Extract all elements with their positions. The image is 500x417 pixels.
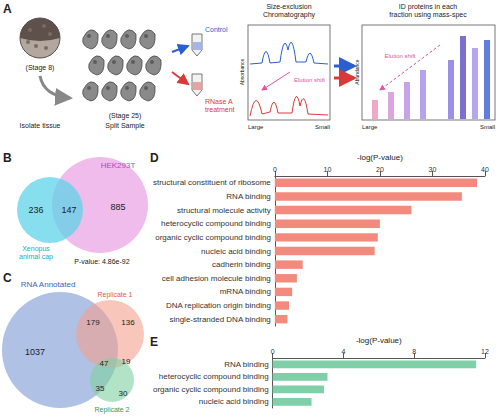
svg-text:30: 30 [429,166,437,173]
svg-text:cell adhesion molecule binding: cell adhesion molecule binding [162,274,271,283]
svg-text:RNA Annotated: RNA Annotated [21,280,76,289]
svg-text:organic cyclic compound bindin: organic cyclic compound binding [153,385,269,394]
svg-text:nucleic acid binding: nucleic acid binding [201,247,271,256]
svg-text:136: 136 [121,318,135,327]
svg-text:Size-exclusion: Size-exclusion [266,3,311,10]
svg-text:179: 179 [86,318,100,327]
svg-text:Replicate 1: Replicate 1 [97,291,132,299]
svg-text:0: 0 [273,166,277,173]
svg-text:4: 4 [341,348,345,355]
svg-text:Chromatography: Chromatography [263,11,316,19]
svg-text:Elution shift: Elution shift [384,53,415,59]
svg-text:35: 35 [96,384,105,393]
svg-text:8: 8 [412,348,416,355]
svg-text:Elution shift: Elution shift [294,77,325,83]
svg-text:E: E [150,335,158,349]
svg-text:Control: Control [205,26,228,33]
svg-text:organic cyclic compound bindin: organic cyclic compound binding [155,233,271,242]
svg-text:Isolate tissue: Isolate tissue [20,122,61,129]
svg-text:(Stage 25): (Stage 25) [109,112,142,120]
svg-text:single-stranded DNA binding: single-stranded DNA binding [169,315,270,324]
svg-text:Small: Small [315,124,330,130]
svg-text:animal cap: animal cap [19,253,53,261]
svg-text:1037: 1037 [25,347,45,357]
svg-text:structural constituent of ribo: structural constituent of ribosome [153,178,271,187]
svg-text:40: 40 [481,166,489,173]
svg-text:heterocyclic compound binding: heterocyclic compound binding [161,219,271,228]
svg-text:Absorbance: Absorbance [239,58,245,85]
svg-text:885: 885 [110,202,125,212]
svg-text:Split Sample: Split Sample [105,122,144,130]
svg-text:C: C [3,271,12,285]
svg-text:treatment: treatment [205,106,235,113]
svg-text:30: 30 [119,389,128,398]
svg-text:147: 147 [61,205,76,215]
svg-text:Replicate 2: Replicate 2 [94,406,129,414]
svg-text:heterocyclic compound binding: heterocyclic compound binding [159,372,269,381]
svg-text:DNA replication origin binding: DNA replication origin binding [166,301,271,310]
svg-text:0: 0 [271,348,275,355]
svg-text:236: 236 [28,205,43,215]
svg-text:Xenopus: Xenopus [22,245,50,253]
svg-text:fraction using mass-spec: fraction using mass-spec [389,11,467,19]
svg-text:nucleic acid binding: nucleic acid binding [199,397,269,406]
svg-text:20: 20 [376,166,384,173]
svg-text:structural molecule activity: structural molecule activity [177,206,271,215]
svg-text:RNase A: RNase A [205,98,233,105]
svg-text:RNA binding: RNA binding [224,360,268,369]
svg-text:P-value: 4.86e-92: P-value: 4.86e-92 [74,258,129,265]
svg-text:mRNA binding: mRNA binding [220,287,271,296]
svg-text:A: A [3,2,12,16]
svg-text:cadherin binding: cadherin binding [212,260,271,269]
svg-text:D: D [150,151,159,165]
svg-text:(Stage 8): (Stage 8) [26,64,55,72]
svg-text:B: B [3,151,12,165]
svg-text:HEK293T: HEK293T [101,161,136,170]
svg-text:-log(P-value): -log(P-value) [357,153,403,162]
svg-text:Large: Large [362,124,378,130]
svg-text:-log(P-value): -log(P-value) [356,336,402,345]
svg-text:Abundance: Abundance [354,59,360,85]
svg-text:47: 47 [100,359,109,368]
svg-text:Small: Small [480,124,495,130]
svg-text:Large: Large [248,124,264,130]
svg-text:10: 10 [323,166,331,173]
svg-text:12: 12 [481,348,489,355]
svg-text:19: 19 [122,357,131,366]
svg-text:ID proteins in each: ID proteins in each [399,3,457,11]
svg-text:RNA binding: RNA binding [226,192,270,201]
